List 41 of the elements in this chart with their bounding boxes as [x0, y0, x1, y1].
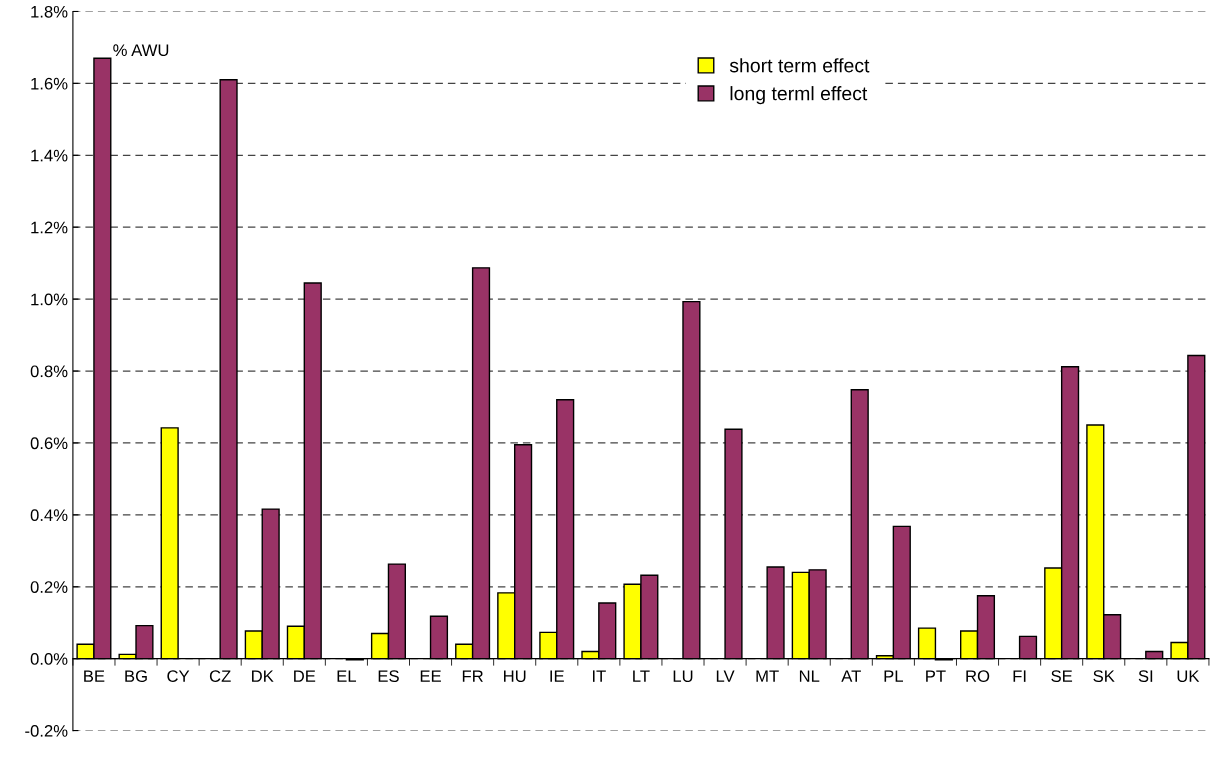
x-tick-label: SI	[1138, 670, 1153, 683]
y-tick-label: 0.4%	[30, 509, 68, 522]
x-tick-label: RO	[966, 670, 990, 683]
y-tick-label: -0.2%	[25, 724, 68, 737]
legend-label: short term effect	[729, 58, 870, 73]
x-tick-label: NL	[799, 670, 820, 682]
y-tick-label: 0.6%	[30, 437, 68, 450]
x-tick-label: CY	[167, 670, 190, 683]
x-tick-label: HU	[504, 670, 526, 683]
x-tick-label: DE	[294, 670, 316, 682]
x-tick-label: BG	[125, 670, 147, 683]
x-tick-label: AT	[841, 670, 861, 682]
x-tick-label: SK	[1093, 670, 1115, 683]
y-tick-label: 0.2%	[30, 581, 68, 593]
x-tick-label: SE	[1051, 670, 1073, 683]
x-tick-label: EE	[420, 670, 441, 682]
x-tick-label: DK	[252, 670, 274, 682]
y-tick-label: 0.0%	[30, 653, 68, 665]
x-tick-label: PL	[884, 670, 903, 682]
x-tick-label: UK	[1177, 670, 1200, 683]
y-tick-label: 1.4%	[31, 149, 68, 162]
y-tick-label: 1.6%	[31, 77, 68, 90]
legend-label: long terml effect	[730, 86, 868, 105]
x-tick-label: IE	[550, 670, 564, 682]
x-tick-label: LV	[716, 670, 735, 682]
y-tick-label: 0.8%	[30, 365, 68, 378]
x-tick-label: PT	[926, 670, 946, 682]
y-tick-label: 1.0%	[31, 293, 68, 306]
x-tick-label: FI	[1013, 670, 1026, 682]
y-tick-label: 1.8%	[31, 5, 68, 18]
x-tick-label: FR	[462, 670, 483, 682]
x-tick-label: MT	[756, 670, 779, 682]
x-tick-label: ES	[378, 670, 399, 683]
x-tick-label: LT	[633, 670, 650, 682]
x-tick-label: IT	[592, 670, 606, 682]
x-tick-label: EL	[337, 670, 357, 682]
x-tick-label: BE	[84, 670, 105, 682]
x-tick-label: LU	[673, 670, 693, 683]
annotation: % AWU	[113, 44, 169, 57]
y-tick-label: 1.2%	[31, 221, 68, 234]
x-tick-label: CZ	[209, 670, 231, 683]
